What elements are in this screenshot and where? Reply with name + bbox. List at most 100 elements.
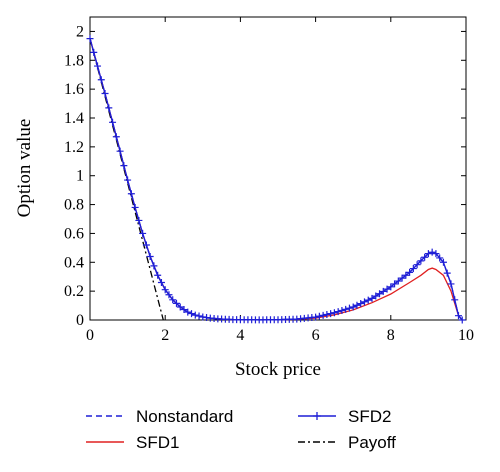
data-point-sfd2 [439, 258, 447, 266]
y-tick-label: 0 [76, 312, 84, 329]
data-point-sfd2 [383, 285, 391, 293]
data-point-sfd2 [146, 253, 154, 261]
series-markers-sfd2 [86, 35, 466, 324]
data-point-sfd2 [165, 291, 173, 299]
data-point-sfd2 [176, 303, 184, 311]
data-point-sfd2 [161, 286, 169, 294]
legend-marker-sfd2 [313, 412, 321, 420]
data-point-sfd2 [112, 133, 120, 141]
data-point-sfd2 [334, 308, 342, 316]
y-axis-label: Option value [14, 119, 35, 218]
data-point-sfd2 [169, 296, 177, 304]
data-point-sfd2 [447, 280, 455, 288]
x-tick-label: 6 [312, 327, 320, 344]
y-tick-label: 0.4 [64, 254, 84, 271]
data-point-sfd2 [364, 296, 372, 304]
y-tick-label: 2 [76, 23, 84, 40]
data-point-sfd2 [157, 278, 165, 286]
data-point-sfd2 [353, 301, 361, 309]
y-tick-label: 1.4 [64, 110, 84, 127]
data-point-sfd2 [345, 304, 353, 312]
legend-item-nonstandard: Nonstandard [86, 407, 233, 426]
x-tick-label: 10 [458, 327, 474, 344]
data-point-sfd2 [387, 283, 395, 291]
data-point-sfd2 [406, 268, 414, 276]
x-axis-label: Stock price [235, 359, 321, 380]
series-layer [86, 35, 466, 324]
legend-label-sfd1: SFD1 [136, 433, 179, 452]
data-point-sfd2 [131, 203, 139, 211]
data-point-sfd2 [319, 311, 327, 319]
y-tick-label: 1 [76, 168, 84, 185]
data-point-sfd2 [135, 216, 143, 224]
data-point-sfd2 [342, 305, 350, 313]
legend-label-payoff: Payoff [348, 433, 396, 452]
data-point-sfd2 [139, 229, 147, 237]
data-point-sfd2 [323, 311, 331, 319]
data-point-sfd2 [109, 118, 117, 126]
data-point-sfd2 [195, 312, 203, 320]
x-tick-label: 8 [387, 327, 395, 344]
data-point-sfd2 [436, 254, 444, 262]
data-point-sfd2 [86, 35, 94, 43]
data-point-sfd2 [443, 269, 451, 277]
data-point-sfd2 [338, 306, 346, 314]
legend-item-sfd1: SFD1 [86, 433, 179, 452]
y-tick-label: 1.6 [64, 81, 84, 98]
legend-item-payoff: Payoff [298, 433, 396, 452]
data-point-sfd2 [142, 241, 150, 249]
data-point-sfd2 [451, 296, 459, 304]
data-point-sfd2 [105, 104, 113, 112]
data-point-sfd2 [349, 303, 357, 311]
data-point-sfd2 [330, 309, 338, 317]
data-point-sfd2 [94, 62, 102, 70]
data-point-sfd2 [97, 76, 105, 84]
data-point-sfd2 [360, 298, 368, 306]
y-tick-label: 0.8 [64, 197, 84, 214]
data-point-sfd2 [191, 311, 199, 319]
data-point-sfd2 [372, 292, 380, 300]
data-point-sfd2 [120, 162, 128, 170]
data-point-sfd2 [409, 265, 417, 273]
data-point-sfd2 [172, 299, 180, 307]
data-point-sfd2 [90, 48, 98, 56]
data-point-sfd2 [421, 253, 429, 261]
data-point-sfd2 [398, 274, 406, 282]
data-point-sfd2 [379, 287, 387, 295]
data-point-sfd2 [150, 262, 158, 270]
data-point-sfd2 [315, 312, 323, 320]
data-point-sfd2 [327, 310, 335, 318]
data-point-sfd2 [391, 280, 399, 288]
data-point-sfd2 [458, 316, 466, 324]
axis-ticks: 0 2 4 6 8 10 0 0.2 0.4 0.6 0.8 1 1.2 1.4 1.6 1.8 2 [64, 17, 474, 344]
x-tick-label: 4 [236, 327, 244, 344]
data-point-sfd2 [394, 277, 402, 285]
data-point-sfd2 [402, 271, 410, 279]
data-point-sfd2 [154, 271, 162, 279]
x-tick-label: 2 [161, 327, 169, 344]
data-point-sfd2 [184, 308, 192, 316]
x-tick-label: 0 [86, 327, 94, 344]
data-point-sfd2 [428, 248, 436, 256]
legend: Nonstandard SFD1 SFD2 Payoff [86, 407, 396, 452]
data-point-sfd2 [417, 257, 425, 265]
data-point-sfd2 [432, 250, 440, 258]
data-point-sfd2 [101, 89, 109, 97]
data-point-sfd2 [124, 176, 132, 184]
y-tick-label: 0.6 [64, 225, 84, 242]
data-point-sfd2 [413, 261, 421, 269]
legend-label-sfd2: SFD2 [348, 407, 391, 426]
data-point-sfd2 [312, 313, 320, 321]
data-point-sfd2 [454, 312, 462, 320]
data-point-sfd2 [127, 190, 135, 198]
legend-item-sfd2: SFD2 [298, 407, 391, 426]
data-point-sfd2 [180, 306, 188, 314]
data-point-sfd2 [357, 300, 365, 308]
y-tick-label: 1.2 [64, 139, 84, 156]
data-point-sfd2 [424, 250, 432, 258]
data-point-sfd2 [376, 290, 384, 298]
legend-label-nonstandard: Nonstandard [136, 407, 233, 426]
data-point-sfd2 [116, 147, 124, 155]
data-point-sfd2 [368, 294, 376, 302]
